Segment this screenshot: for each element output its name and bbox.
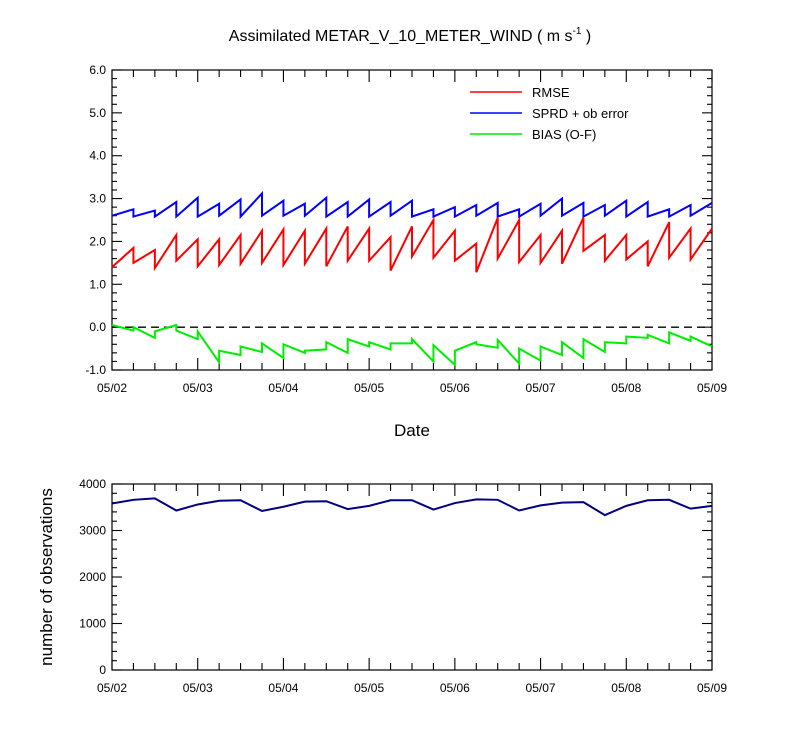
series-line-observations [111, 497, 713, 517]
x-tick-label: 05/03 [183, 681, 213, 695]
x-tick-label: 05/09 [697, 381, 727, 395]
x-tick-label: 05/08 [611, 681, 641, 695]
y-tick-label: 3000 [79, 524, 106, 538]
bottom-y-tick-labels: 0 1000 2000 3000 4000 [79, 477, 106, 677]
bottom-plot-frame [111, 483, 713, 671]
x-axis-title: Date [394, 421, 430, 440]
y-tick-label: 1.0 [89, 277, 106, 291]
bottom-plot-area: 05/02 05/03 05/04 05/05 05/06 05/07 05/08 05/09… [79, 477, 727, 695]
top-series-group [111, 190, 713, 368]
x-tick-label: 05/02 [97, 381, 127, 395]
bottom-axis-ticks [111, 483, 713, 671]
legend-label-sprd-ob-error: SPRD + ob error [532, 106, 629, 121]
series-line-sprd-ob-error [111, 190, 713, 220]
bottom-x-tick-labels: 05/02 05/03 05/04 05/05 05/06 05/07 05/08 05/09 [97, 681, 727, 695]
legend-label-bias-o-f: BIAS (O-F) [532, 127, 596, 142]
series-line-rmse [111, 216, 713, 273]
x-tick-label: 05/05 [354, 681, 384, 695]
chart-title: Assimilated METAR_V_10_METER_WIND ( m s-… [229, 26, 591, 45]
legend: RMSE SPRD + ob error BIAS (O-F) [470, 85, 629, 142]
x-tick-label: 05/03 [183, 381, 213, 395]
bottom-series-group [111, 497, 713, 517]
y-tick-label: -1.0 [85, 363, 106, 377]
y-tick-label: 4000 [79, 477, 106, 491]
y-axis-title: number of observations [37, 488, 56, 666]
x-tick-label: 05/04 [268, 381, 298, 395]
x-tick-label: 05/07 [526, 381, 556, 395]
x-tick-label: 05/04 [268, 681, 298, 695]
top-y-tick-labels: -1.0 0.0 1.0 2.0 3.0 4.0 5.0 6.0 [85, 63, 106, 377]
x-tick-label: 05/06 [440, 381, 470, 395]
y-tick-label: 0 [99, 663, 106, 677]
top-plot-area: 05/02 05/03 05/04 05/05 05/06 05/07 05/08 05/09… [85, 63, 727, 395]
x-tick-label: 05/06 [440, 681, 470, 695]
x-tick-label: 05/08 [611, 381, 641, 395]
legend-label-rmse: RMSE [532, 85, 570, 100]
x-tick-label: 05/05 [354, 381, 384, 395]
series-line-bias-o-f [111, 323, 713, 368]
y-tick-label: 0.0 [89, 320, 106, 334]
y-tick-label: 1000 [79, 617, 106, 631]
x-tick-label: 05/02 [97, 681, 127, 695]
x-tick-label: 05/07 [526, 681, 556, 695]
y-tick-label: 5.0 [89, 106, 106, 120]
y-tick-label: 6.0 [89, 63, 106, 77]
y-tick-label: 2000 [79, 570, 106, 584]
top-axis-ticks [111, 69, 713, 371]
y-tick-label: 3.0 [89, 192, 106, 206]
y-tick-label: 4.0 [89, 149, 106, 163]
y-tick-label: 2.0 [89, 234, 106, 248]
x-tick-label: 05/09 [697, 681, 727, 695]
top-x-tick-labels: 05/02 05/03 05/04 05/05 05/06 05/07 05/08 05/09 [97, 381, 727, 395]
